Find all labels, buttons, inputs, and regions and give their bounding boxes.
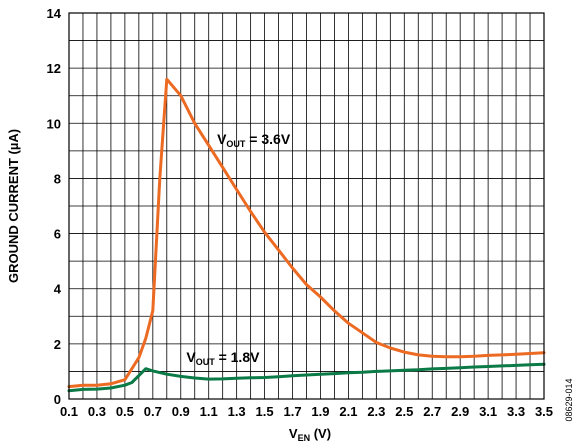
x-tick-label: 2.7 bbox=[423, 404, 441, 419]
y-tick-label: 6 bbox=[54, 227, 61, 242]
x-tick-label: 2.1 bbox=[339, 404, 357, 419]
x-tick-label: 0.5 bbox=[116, 404, 134, 419]
x-tick-label: 0.9 bbox=[172, 404, 190, 419]
y-tick-label: 2 bbox=[54, 337, 61, 352]
x-tick-label: 1.1 bbox=[200, 404, 218, 419]
x-tick-label: 1.7 bbox=[283, 404, 301, 419]
x-tick-label: 3.1 bbox=[479, 404, 497, 419]
x-tick-label: 2.3 bbox=[367, 404, 385, 419]
figure-code: 08629-014 bbox=[564, 378, 574, 421]
x-tick-label: 2.9 bbox=[451, 404, 469, 419]
series-label-vout-3-6v: VOUT = 3.6V bbox=[217, 131, 291, 149]
y-tick-label: 0 bbox=[54, 392, 61, 407]
gridlines bbox=[69, 13, 544, 399]
x-tick-label: 1.5 bbox=[256, 404, 274, 419]
y-tick-label: 14 bbox=[47, 6, 62, 21]
y-tick-label: 4 bbox=[54, 282, 62, 297]
x-tick-label: 2.5 bbox=[395, 404, 413, 419]
x-tick-label: 1.9 bbox=[311, 404, 329, 419]
x-tick-label: 3.3 bbox=[507, 404, 525, 419]
x-tick-label: 0.1 bbox=[60, 404, 78, 419]
y-axis-label: GROUND CURRENT (µA) bbox=[6, 129, 21, 283]
x-tick-label: 3.5 bbox=[535, 404, 553, 419]
x-tick-label: 0.7 bbox=[144, 404, 162, 419]
x-tick-label: 1.3 bbox=[228, 404, 246, 419]
y-tick-label: 12 bbox=[47, 61, 61, 76]
x-axis-label: VEN (V) bbox=[289, 426, 331, 443]
series-lines bbox=[67, 77, 546, 393]
x-tick-labels: 0.1 0.3 0.5 0.7 0.9 1.1 1.3 1.5 1.7 1.9 2.1 2.3 2.5 2… bbox=[60, 404, 553, 419]
y-tick-label: 8 bbox=[54, 171, 61, 186]
x-tick-label: 0.3 bbox=[88, 404, 106, 419]
series-line-3-6v bbox=[67, 77, 546, 389]
plot-frame bbox=[68, 12, 545, 400]
series-label-vout-1-8v: VOUT = 1.8V bbox=[186, 349, 260, 367]
y-tick-labels: 0 2 4 6 8 10 12 14 bbox=[47, 6, 62, 407]
y-tick-label: 10 bbox=[47, 116, 61, 131]
series-line-1-8v bbox=[67, 362, 546, 393]
